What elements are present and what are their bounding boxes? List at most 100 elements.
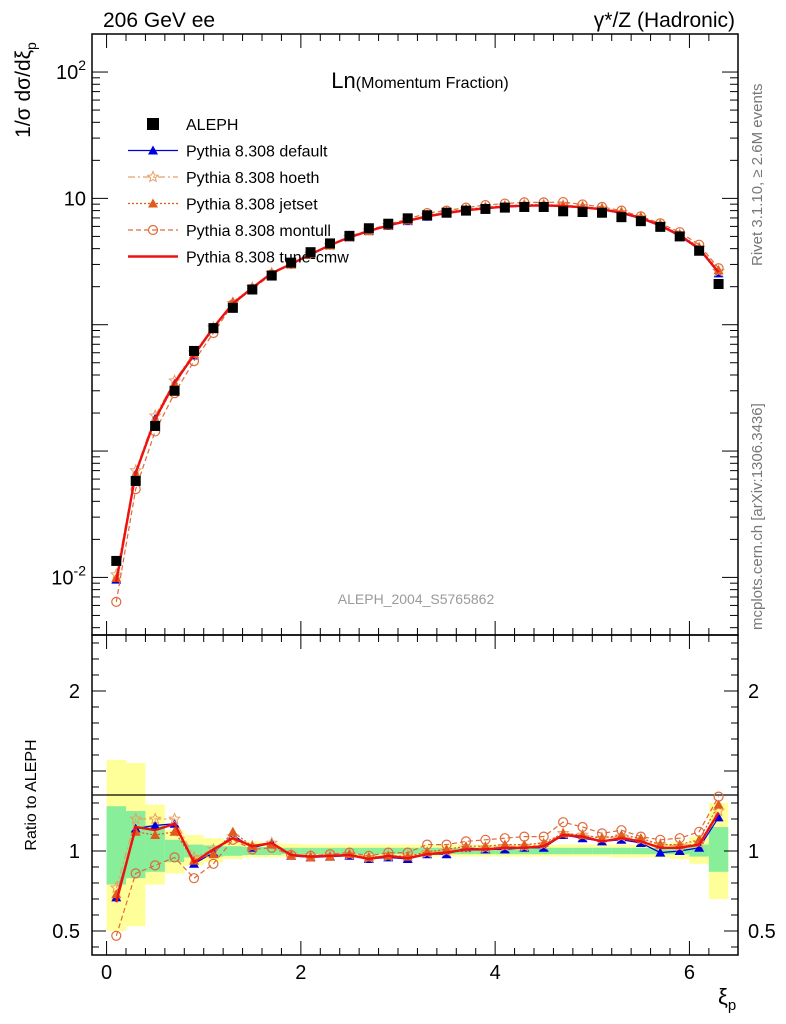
data-point-aleph: [441, 207, 452, 218]
data-point-aleph: [635, 216, 646, 227]
ratio-point-montull: [324, 849, 336, 860]
legend-marker-default: [148, 145, 158, 155]
data-point-aleph: [325, 238, 335, 249]
legend-label-default: Pythia 8.308 default: [186, 144, 328, 161]
ratio-point-default: [694, 842, 705, 852]
data-point-aleph: [402, 213, 413, 224]
data-point-aleph: [208, 323, 219, 334]
ratio-point-default: [674, 846, 685, 855]
ratio-frame: [91, 634, 739, 956]
x-tick-label: 2: [295, 962, 306, 984]
x-axis-label: ξp: [718, 984, 736, 1014]
legend-marker-jetset: [148, 198, 158, 208]
data-point-aleph: [655, 221, 666, 232]
ratio-point-montull: [538, 831, 549, 842]
data-point-aleph: [363, 223, 374, 234]
ratio-point-montull: [596, 828, 608, 839]
ratio-y-tick-label-right: 1: [748, 841, 759, 863]
ratio-point-jetset: [169, 826, 180, 836]
rivet-label: Rivet 3.1.10, ≥ 2.6M events: [749, 84, 766, 267]
data-point-aleph: [344, 230, 355, 241]
ratio-point-montull: [674, 833, 685, 844]
ratio-point-default: [713, 812, 724, 822]
ratio-point-jetset: [713, 799, 724, 809]
data-point-aleph: [461, 205, 471, 216]
ratio-mc-curves: [109, 791, 726, 941]
main-data-points: [111, 201, 724, 566]
data-point-aleph: [616, 212, 627, 223]
main-ylabel: 1/σ dσ/dξp: [12, 42, 39, 138]
ratio-point-montull: [383, 847, 394, 858]
main-point-montull: [111, 596, 122, 607]
header-left: 206 GeV ee: [103, 9, 215, 32]
ratio-point-hoeth: [168, 812, 182, 825]
legend-marker-aleph: [147, 118, 159, 130]
data-point-aleph: [538, 201, 549, 212]
ratio-point-montull: [363, 850, 374, 861]
legend-marker-montull: [147, 224, 159, 236]
data-point-aleph: [227, 302, 238, 313]
x-tick-label: 4: [490, 962, 501, 984]
ratio-point-montull: [519, 831, 530, 842]
legend-marker-hoeth: [146, 170, 160, 183]
ratio-point-montull: [655, 834, 666, 845]
ratio-band-inner: [262, 847, 282, 855]
ratio-point-montull: [208, 858, 219, 869]
main-axis-ticks: [92, 33, 738, 635]
ratio-point-montull: [694, 826, 705, 837]
main-plot: Ln(Momentum Fraction) 1/σ dσ/dξp 10-2101…: [12, 33, 739, 636]
ratio-point-hoeth: [148, 812, 162, 825]
data-point-aleph: [694, 245, 705, 256]
main-curve-montull: [115, 201, 720, 603]
ratio-point-montull: [111, 930, 122, 941]
legend-label-data: ALEPH: [186, 117, 238, 134]
ratio-curve-cmw: [115, 811, 720, 903]
ratio-point-montull: [480, 834, 491, 845]
data-point-aleph: [383, 218, 394, 229]
ratio-band-inner: [611, 847, 632, 855]
main-y-tick-labels: 10-2 10 102: [51, 57, 86, 589]
ratio-band-inner: [572, 847, 593, 855]
ratio-point-montull: [441, 839, 452, 850]
data-point-aleph: [519, 201, 530, 212]
ratio-point-montull: [616, 825, 627, 836]
ratio-point-jetset: [150, 830, 161, 839]
ratio-curve-jetset: [115, 804, 720, 895]
ratio-uncertainty-bands: [106, 759, 729, 931]
ratio-y-tick-label-left: 0.5: [52, 921, 80, 943]
data-point-aleph: [558, 206, 569, 217]
data-point-aleph: [189, 345, 199, 356]
data-point-aleph: [499, 202, 510, 213]
ratio-band-inner: [145, 825, 165, 872]
ratio-point-montull: [422, 839, 433, 850]
ratio-point-montull: [713, 791, 724, 802]
ratio-point-jetset: [499, 839, 510, 849]
header-right: γ*/Z (Hadronic): [594, 9, 735, 32]
ratio-point-montull: [130, 868, 141, 879]
data-point-aleph: [305, 247, 316, 258]
ratio-ylabel: Ratio to ALEPH: [23, 739, 40, 850]
ratio-point-montull: [344, 847, 355, 858]
legend-label-montull: Pythia 8.308 montull: [186, 223, 331, 240]
x-tick-label: 0: [101, 962, 112, 984]
data-point-aleph: [150, 420, 161, 431]
data-point-aleph: [480, 203, 491, 214]
ratio-axis-ticks: [92, 635, 738, 955]
plot-title: Ln(Momentum Fraction): [331, 68, 508, 93]
ratio-point-montull: [188, 873, 200, 884]
data-point-aleph: [713, 279, 724, 290]
data-point-aleph: [597, 207, 607, 218]
ratio-y-tick-label-right: 2: [748, 681, 759, 703]
legend: ALEPH Pythia 8.308 default Pythia 8.308 ho…: [128, 117, 349, 267]
ratio-point-default: [150, 820, 161, 830]
data-point-aleph: [130, 475, 141, 486]
data-point-aleph: [111, 555, 122, 566]
ratio-band-inner: [592, 847, 612, 855]
ratio-point-montull: [499, 833, 510, 844]
ratio-y-tick-label-left: 1: [69, 841, 80, 863]
data-point-aleph: [266, 270, 277, 281]
ratio-point-jetset: [227, 826, 238, 836]
ratio-point-hoeth: [129, 812, 143, 825]
ratio-band-inner: [223, 846, 243, 856]
